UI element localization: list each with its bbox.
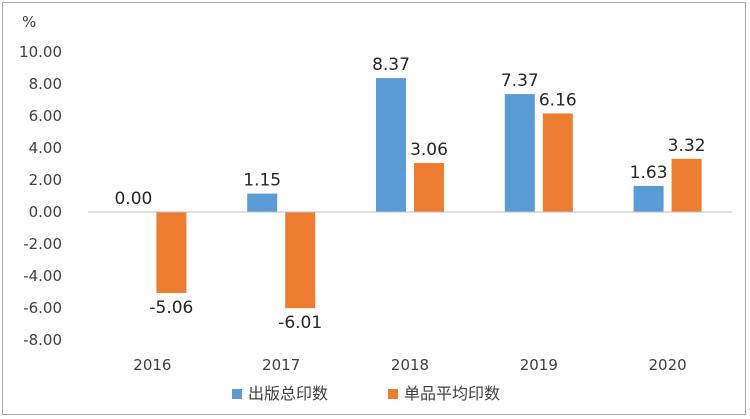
bar-avg-prints-2016 <box>156 212 187 293</box>
data-label: 7.37 <box>501 71 539 91</box>
legend: 出版总印数 单品平均印数 <box>232 384 500 403</box>
x-tick-label: 2017 <box>262 356 300 374</box>
x-tick-label: 2020 <box>649 356 687 374</box>
x-tick-label: 2018 <box>391 356 429 374</box>
y-tick-label: 2.00 <box>29 171 62 189</box>
bar-total-prints-2019 <box>504 94 535 212</box>
legend-swatch <box>232 389 242 399</box>
data-label: 6.16 <box>539 90 577 110</box>
bars <box>156 78 702 309</box>
chart-frame <box>2 2 746 415</box>
data-label: 3.06 <box>410 140 448 160</box>
data-label: 8.37 <box>372 55 410 75</box>
y-tick-label: -8.00 <box>23 331 62 349</box>
x-tick-label: 2019 <box>520 356 558 374</box>
bar-avg-prints-2019 <box>542 113 573 212</box>
data-label: -5.06 <box>149 298 193 318</box>
bar-total-prints-2020 <box>633 185 664 212</box>
legend-label: 单品平均印数 <box>404 384 500 403</box>
data-label: 0.00 <box>114 189 152 209</box>
x-tick-label: 2016 <box>133 356 171 374</box>
y-axis-unit-label: % <box>22 13 36 31</box>
y-axis-ticks: 10.00 8.00 6.00 4.00 2.00 0.00 -2.00 -4.00 -6.00… <box>19 43 62 349</box>
y-tick-label: 8.00 <box>29 75 62 93</box>
x-axis-ticks: 2016 2017 2018 2019 2020 <box>133 356 686 374</box>
y-tick-label: 6.00 <box>29 107 62 125</box>
y-tick-label: 10.00 <box>19 43 62 61</box>
data-label: 1.15 <box>243 171 281 191</box>
y-tick-label: 4.00 <box>29 139 62 157</box>
bar-total-prints-2018 <box>376 78 406 212</box>
bar-avg-prints-2017 <box>285 212 316 309</box>
data-label: 1.63 <box>630 163 668 183</box>
legend-swatch <box>388 389 398 399</box>
y-tick-label: 0.00 <box>29 203 62 221</box>
bar-total-prints-2017 <box>247 193 278 212</box>
y-tick-label: -4.00 <box>23 267 62 285</box>
data-label: 3.32 <box>668 136 706 156</box>
legend-label: 出版总印数 <box>248 384 328 403</box>
data-labels: 0.00 -5.06 1.15 -6.01 8.37 3.06 7.376.16 1.633.… <box>114 55 705 333</box>
bar-avg-prints-2018 <box>414 163 444 212</box>
data-label: -6.01 <box>278 313 322 333</box>
bar-avg-prints-2020 <box>671 158 702 212</box>
y-tick-label: -2.00 <box>23 235 62 253</box>
y-tick-label: -6.00 <box>23 299 62 317</box>
